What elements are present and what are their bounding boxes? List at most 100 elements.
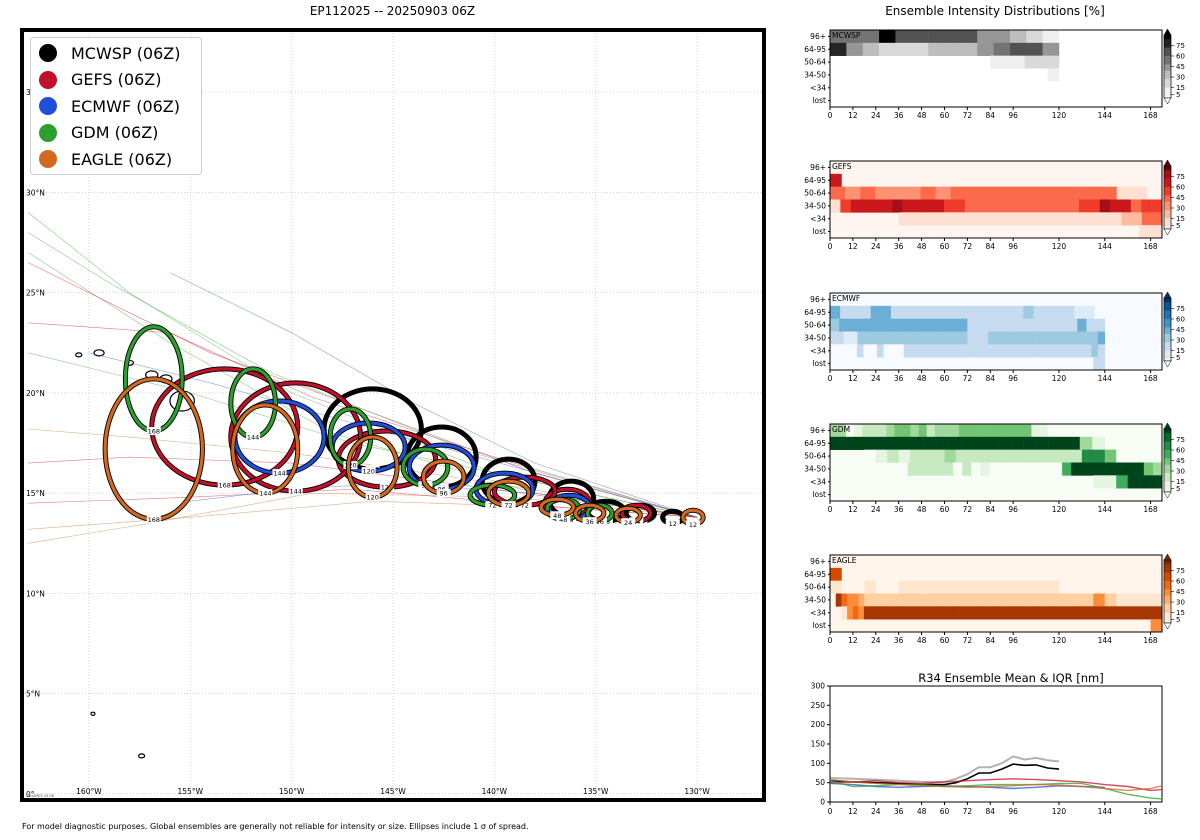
heatmap-cell xyxy=(959,606,966,620)
heatmap-cell xyxy=(1070,449,1077,463)
y-tick-label: 200 xyxy=(811,720,826,729)
colorbar-segment xyxy=(1164,195,1171,198)
heatmap-cell xyxy=(1047,593,1054,607)
heatmap-cell xyxy=(854,436,862,450)
heatmap-cell xyxy=(897,344,905,358)
ellipse-hour-label: 48 xyxy=(553,512,561,520)
heatmap-cell xyxy=(994,462,999,476)
heatmap-cell xyxy=(908,606,915,620)
colorbar-segment xyxy=(1164,344,1171,347)
heatmap-cell xyxy=(975,424,984,438)
colorbar-segment xyxy=(1164,182,1171,186)
heatmap-cell xyxy=(984,593,991,607)
colorbar-segment xyxy=(1164,597,1171,601)
heatmap-cell xyxy=(1018,449,1025,463)
heatmap-cell xyxy=(883,344,891,358)
colorbar-arrow-bottom-icon xyxy=(1163,97,1172,105)
heatmap-cell xyxy=(861,436,868,450)
colorbar-tick-label: 30 xyxy=(1176,205,1185,213)
x-tick-label: 24 xyxy=(871,636,881,645)
colorbar-segment xyxy=(1164,174,1171,177)
heatmap-cell xyxy=(898,212,910,226)
heatmap-cell xyxy=(1042,30,1060,44)
x-tick-label: 24 xyxy=(871,505,881,514)
heatmap-cell xyxy=(1037,199,1049,213)
x-tick-label: 144 xyxy=(1098,505,1113,514)
row-label: 64-95 xyxy=(804,570,826,579)
lon-tick-label: 130°W xyxy=(684,787,710,796)
ellipse-label-bg xyxy=(665,519,680,528)
row-label: lost xyxy=(812,96,826,105)
heatmap-cell xyxy=(1127,449,1134,463)
colorbar-arrow-bottom-icon xyxy=(1163,360,1172,368)
x-tick-label: 120 xyxy=(1052,242,1067,251)
heatmap-cell xyxy=(911,42,929,56)
heatmap-cell xyxy=(1087,593,1094,607)
heatmap-cell xyxy=(978,593,985,607)
colorbar-segment xyxy=(1164,184,1171,188)
ellipse-fill-ring xyxy=(103,377,205,521)
heatmap-cell xyxy=(1021,606,1028,620)
colorbar-segment xyxy=(1164,477,1171,480)
heatmap-cell xyxy=(1022,318,1032,332)
colorbar-segment xyxy=(1164,433,1171,436)
heatmap-cell xyxy=(944,30,962,44)
heatmap-cell xyxy=(1010,606,1017,620)
colorbar-segment xyxy=(1164,574,1171,578)
colorbar-segment xyxy=(1164,210,1171,213)
heatmap-cell xyxy=(1018,580,1025,594)
colorbar-segment xyxy=(1164,302,1171,305)
heatmap-cell xyxy=(910,449,917,463)
heatmap-cell xyxy=(1007,55,1025,69)
x-tick-label: 96 xyxy=(1008,242,1018,251)
colorbar-segment xyxy=(1164,218,1171,222)
row-label: lost xyxy=(812,359,826,368)
colorbar-segment xyxy=(1164,350,1171,354)
x-tick-label: 48 xyxy=(917,111,927,120)
heatmap-cell xyxy=(840,305,851,319)
x-tick-label: 120 xyxy=(1052,374,1067,383)
heatmap-cell xyxy=(1010,212,1021,226)
heatmap-cell xyxy=(836,436,843,450)
legend-label: GEFS (06Z) xyxy=(71,70,162,89)
heatmap-cell xyxy=(1139,593,1146,607)
colorbar-segment xyxy=(1164,314,1171,318)
x-tick-label: 0 xyxy=(828,807,833,816)
mean-line-mcwsp xyxy=(829,763,1060,786)
ellipse-label-bg xyxy=(246,433,261,442)
uncertainty-ellipse-eagle: 168 xyxy=(102,376,205,524)
line-chart-title: R34 Ensemble Mean & IQR [nm] xyxy=(918,671,1104,685)
colorbar-segment xyxy=(1164,564,1171,567)
heatmap-cell xyxy=(902,424,911,438)
colorbar-segment xyxy=(1164,53,1171,57)
heatmap-cell xyxy=(1128,606,1135,620)
ellipse-label-bg xyxy=(365,493,380,502)
colorbar-segment xyxy=(1164,599,1171,603)
colorbar-tick-label: 60 xyxy=(1176,316,1185,324)
heatmap-cell xyxy=(978,293,991,307)
heatmap-cell xyxy=(1130,199,1142,213)
heatmap-cell xyxy=(1133,449,1140,463)
heatmap-frame xyxy=(829,160,1163,239)
heatmap-cell xyxy=(974,331,982,345)
legend-label: EAGLE (06Z) xyxy=(71,149,173,169)
ellipse-hour-label: 120 xyxy=(367,494,379,502)
ellipse-hour-label: 24 xyxy=(624,519,632,527)
heatmap-cell xyxy=(846,30,864,44)
heatmap-cell xyxy=(1133,606,1140,620)
heatmap-cell xyxy=(1040,318,1051,332)
chart-panel-5: R34 Ensemble Mean & IQR [nm] 0 50 100 150 200… xyxy=(811,671,1163,816)
heatmap-cell xyxy=(1098,462,1104,476)
row-label: 96+ xyxy=(810,426,826,435)
heatmap-cell xyxy=(955,449,962,463)
heatmap-cell xyxy=(1060,606,1067,620)
heatmap-cell xyxy=(1150,619,1163,633)
heatmap-cell xyxy=(1145,606,1152,620)
heatmap-cell xyxy=(910,580,917,594)
x-tick-label: 144 xyxy=(1098,636,1113,645)
heatmap-cell xyxy=(987,331,996,345)
heatmap-cell xyxy=(1102,462,1108,476)
heatmap-cell xyxy=(996,593,1003,607)
colorbar-segment xyxy=(1164,325,1171,328)
heatmap-cell xyxy=(1081,593,1088,607)
